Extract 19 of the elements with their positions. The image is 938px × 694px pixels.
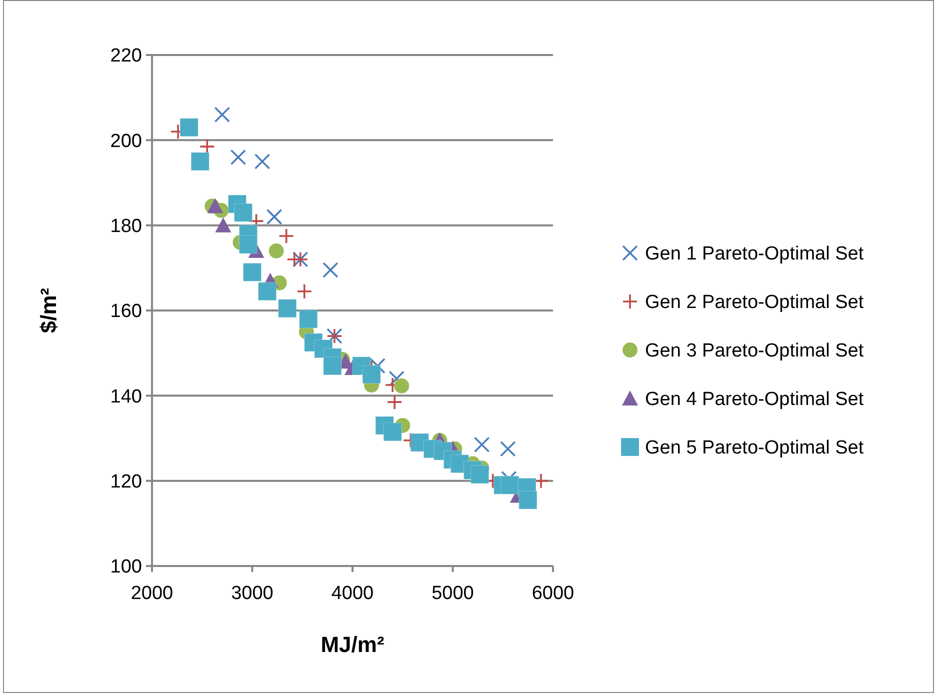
legend-label: Gen 2 Pareto-Optimal Set (645, 292, 864, 314)
x-axis-title: MJ/m² (320, 632, 384, 657)
legend-label: Gen 1 Pareto-Optimal Set (645, 244, 864, 265)
y-tick-label: 140 (110, 386, 142, 408)
x-tick-label: 3000 (231, 583, 274, 604)
x-tick-label: 5000 (432, 583, 474, 604)
y-tick-label: 160 (110, 301, 142, 322)
y-tick-label: 120 (110, 471, 142, 492)
y-tick-label: 220 (110, 46, 142, 67)
legend-label: Gen 3 Pareto-Optimal Set (645, 340, 864, 362)
x-tick-label: 2000 (130, 583, 174, 604)
y-tick-label: 100 (110, 556, 142, 578)
legend-label: Gen 4 Pareto-Optimal Set (645, 389, 864, 410)
y-tick-label: 200 (110, 130, 142, 152)
y-axis-title: $/m² (36, 288, 61, 334)
x-tick-label: 4000 (331, 583, 374, 604)
legend-label: Gen 5 Pareto-Optimal Set (645, 438, 864, 459)
y-tick-label: 180 (110, 216, 142, 237)
x-tick-label: 6000 (532, 583, 574, 604)
